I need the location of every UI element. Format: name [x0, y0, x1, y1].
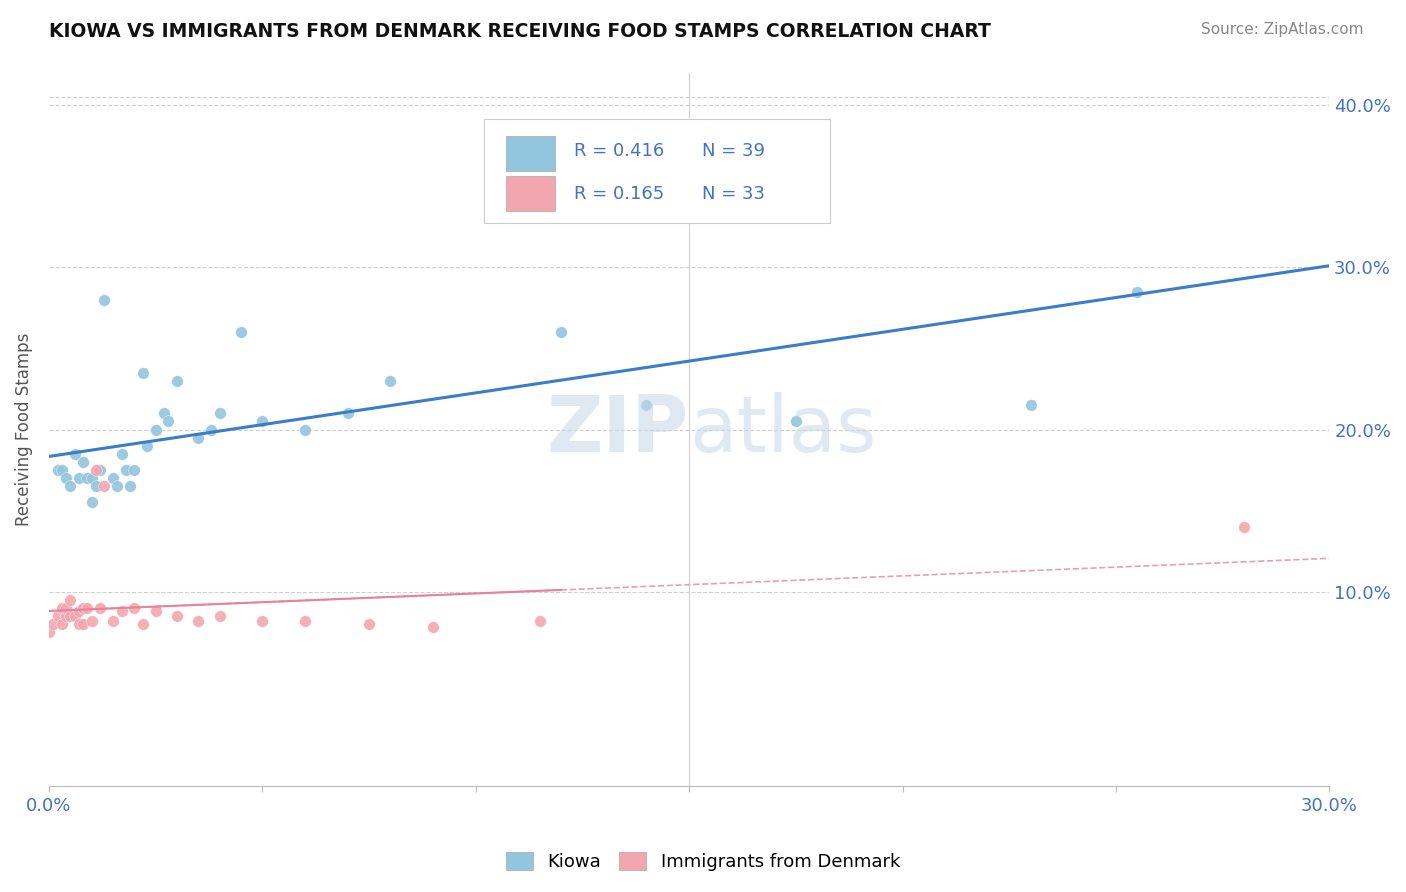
Point: [636, 398, 658, 412]
Point: [187, 614, 209, 628]
Point: [93, 293, 115, 307]
Point: [76, 471, 98, 485]
Point: [67, 604, 90, 618]
Point: [422, 620, 444, 634]
Point: [80, 614, 103, 628]
Point: [124, 463, 146, 477]
Point: [187, 431, 209, 445]
Point: [785, 414, 807, 428]
Point: [124, 600, 146, 615]
Point: [294, 614, 316, 628]
Point: [114, 463, 136, 477]
Point: [336, 406, 359, 420]
Point: [51, 463, 73, 477]
Point: [80, 495, 103, 509]
Point: [72, 455, 94, 469]
Point: [145, 604, 167, 618]
Point: [1126, 285, 1149, 299]
Text: KIOWA VS IMMIGRANTS FROM DENMARK RECEIVING FOOD STAMPS CORRELATION CHART: KIOWA VS IMMIGRANTS FROM DENMARK RECEIVI…: [49, 22, 991, 41]
Point: [208, 406, 231, 420]
Point: [105, 479, 128, 493]
Point: [72, 617, 94, 632]
Point: [84, 479, 107, 493]
Point: [229, 326, 252, 340]
Legend: Kiowa, Immigrants from Denmark: Kiowa, Immigrants from Denmark: [499, 845, 907, 879]
Text: N = 33: N = 33: [702, 186, 765, 203]
Point: [166, 609, 188, 624]
Point: [38, 625, 60, 640]
Point: [120, 479, 142, 493]
Point: [80, 471, 103, 485]
Point: [1019, 398, 1042, 412]
Point: [699, 179, 721, 194]
FancyBboxPatch shape: [484, 120, 830, 223]
Point: [252, 614, 274, 628]
Point: [110, 447, 132, 461]
Point: [63, 447, 86, 461]
Point: [166, 374, 188, 388]
Point: [550, 326, 572, 340]
Point: [200, 423, 222, 437]
Point: [51, 600, 73, 615]
Point: [84, 463, 107, 477]
Text: atlas: atlas: [689, 392, 876, 467]
Point: [55, 609, 77, 624]
Point: [101, 471, 124, 485]
Text: Source: ZipAtlas.com: Source: ZipAtlas.com: [1201, 22, 1364, 37]
Point: [153, 406, 176, 420]
Text: N = 39: N = 39: [702, 143, 765, 161]
Point: [157, 414, 180, 428]
Point: [42, 617, 65, 632]
Point: [89, 600, 111, 615]
Point: [89, 463, 111, 477]
Point: [59, 479, 82, 493]
Bar: [506, 136, 555, 170]
Point: [110, 604, 132, 618]
Text: R = 0.165: R = 0.165: [574, 186, 664, 203]
Point: [529, 614, 551, 628]
Point: [208, 609, 231, 624]
Point: [132, 366, 155, 380]
Point: [93, 479, 115, 493]
Point: [1233, 520, 1256, 534]
Bar: [506, 177, 555, 211]
Point: [46, 463, 69, 477]
Point: [357, 617, 380, 632]
Point: [55, 600, 77, 615]
Point: [67, 617, 90, 632]
Point: [55, 471, 77, 485]
Text: ZIP: ZIP: [547, 392, 689, 467]
Point: [132, 617, 155, 632]
Point: [63, 609, 86, 624]
Point: [51, 617, 73, 632]
Point: [294, 423, 316, 437]
Point: [59, 592, 82, 607]
Y-axis label: Receiving Food Stamps: Receiving Food Stamps: [15, 333, 32, 526]
Point: [46, 609, 69, 624]
Point: [136, 439, 159, 453]
Text: R = 0.416: R = 0.416: [574, 143, 664, 161]
Point: [101, 614, 124, 628]
Point: [380, 374, 402, 388]
Point: [72, 600, 94, 615]
Point: [252, 414, 274, 428]
Point: [67, 471, 90, 485]
Point: [76, 600, 98, 615]
Point: [59, 609, 82, 624]
Point: [145, 423, 167, 437]
